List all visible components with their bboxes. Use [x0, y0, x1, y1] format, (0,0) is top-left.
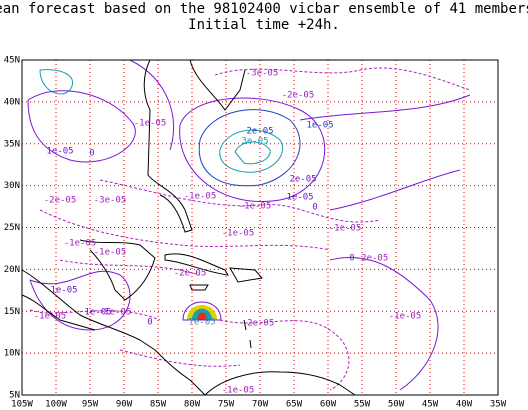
x-tick-label: 85W — [150, 400, 167, 410]
contour-label: -3e-05 — [94, 196, 127, 206]
x-tick-label: 60W — [320, 400, 337, 410]
x-tick-label: 80W — [184, 400, 201, 410]
x-tick-label: 70W — [252, 400, 269, 410]
coastlines — [21, 59, 356, 396]
frame — [21, 59, 499, 396]
contour-label: 1e-05 — [286, 193, 313, 203]
y-tick-label: 10N — [4, 349, 20, 359]
y-tick-label: 45N — [4, 56, 20, 66]
y-tick-label: 30N — [4, 181, 20, 191]
contour-label: 1e-05 — [84, 308, 111, 318]
contour-label: 2e-05 — [289, 175, 316, 185]
contour-label: -2e-05 — [282, 91, 315, 101]
contour-label: -1e-05 — [99, 308, 132, 318]
contours — [27, 59, 471, 391]
contour-label: -1e-05 — [64, 239, 97, 249]
contour-label: -1e-05 — [389, 312, 422, 322]
contour-label: -1e-05 — [94, 248, 127, 258]
y-tick-label: 40N — [4, 97, 20, 107]
map-title: Mean forecast based on the 98102400 vicb… — [0, 1, 528, 17]
map-subtitle: Initial time +24h. — [188, 17, 340, 33]
x-tick-label: 75W — [218, 400, 235, 410]
x-tick-label: 95W — [82, 400, 99, 410]
contour-label: -3e-05 — [246, 69, 279, 79]
x-tick-label: 50W — [388, 400, 405, 410]
x-tick-label: 45W — [422, 400, 439, 410]
contour-label: -1e-05 — [222, 229, 255, 239]
x-tick-label: 55W — [354, 400, 371, 410]
contour-label: -1e-05 — [184, 192, 217, 202]
x-tick-label: 40W — [456, 400, 473, 410]
contour-label: -2e-05 — [242, 319, 275, 329]
x-tick-label: 35W — [490, 400, 507, 410]
contour-label: 0 — [89, 149, 94, 159]
y-tick-label: 5N — [9, 391, 20, 401]
y-tick-label: 15N — [4, 307, 20, 317]
contour-label: 3e-05 — [241, 137, 268, 147]
contour-label: 1e-05 — [306, 121, 333, 131]
contour-label: 0 — [349, 254, 354, 264]
x-tick-label: 65W — [286, 400, 303, 410]
contour-label: -2e-05 — [356, 254, 389, 264]
y-tick-label: 35N — [4, 139, 20, 149]
x-tick-label: 105W — [11, 400, 33, 410]
x-tick-label: 90W — [116, 400, 133, 410]
y-tick-label: 20N — [4, 265, 20, 275]
contour-label: -1e-05 — [329, 224, 362, 234]
contour-label: -2e-05 — [174, 269, 207, 279]
contour-label: 1e-05 — [50, 286, 77, 296]
contour-label: 0 — [147, 318, 152, 328]
contour-label: -1e-05 — [222, 386, 255, 396]
contour-label: -1e-05 — [239, 202, 272, 212]
y-tick-label: 25N — [4, 223, 20, 233]
contour-label: -2e-05 — [44, 196, 77, 206]
contour-label: -1e-05 — [34, 312, 67, 322]
x-tick-label: 100W — [45, 400, 67, 410]
contour-label: 0 — [312, 203, 317, 213]
contour-label: 7e-05 — [188, 318, 215, 328]
contour-label: -1e-05 — [134, 119, 167, 129]
contour-label: 2e-05 — [246, 127, 273, 137]
contour-label: 1e-05 — [46, 147, 73, 157]
